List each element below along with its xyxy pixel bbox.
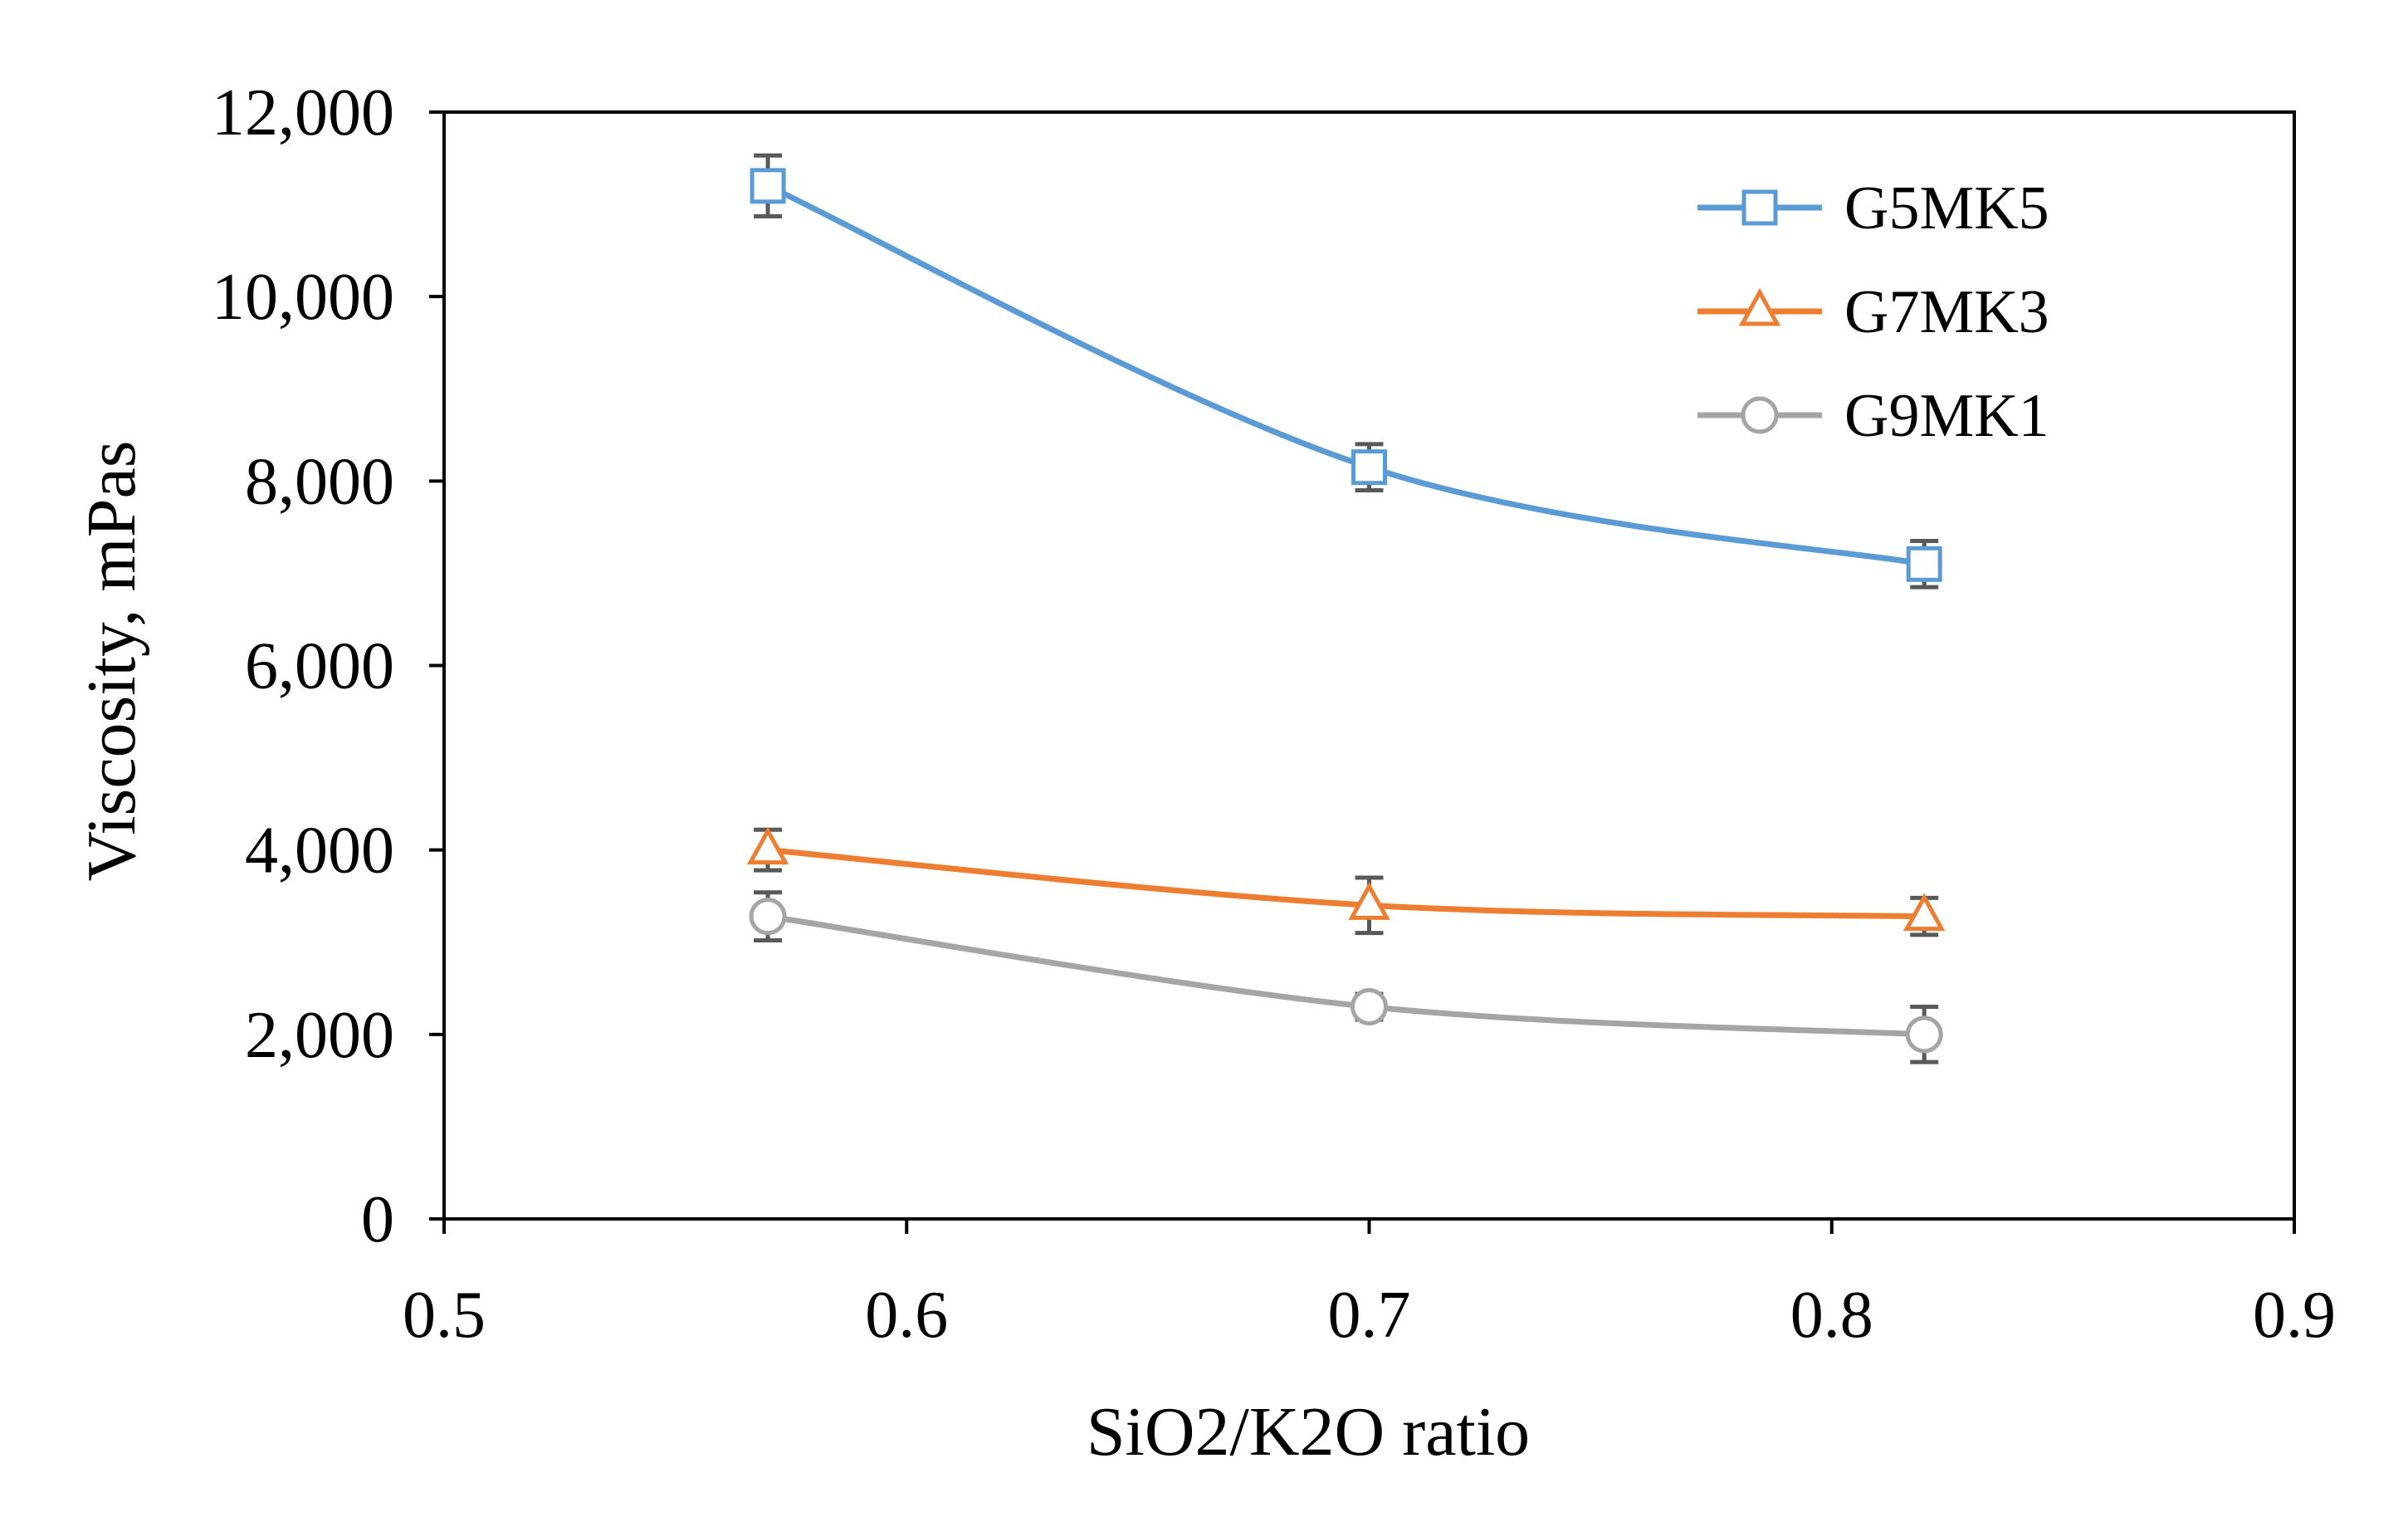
x-tick-label: 0.7 bbox=[1328, 1279, 1411, 1352]
legend-item-g7mk3: G7MK3 bbox=[1697, 278, 2049, 346]
y-tick-label: 0 bbox=[361, 1183, 394, 1256]
data-point-g9mk1 bbox=[1905, 1015, 1943, 1054]
y-tick-label: 2,000 bbox=[245, 999, 394, 1072]
series-g9mk1 bbox=[749, 890, 1943, 1064]
x-tick-label: 0.9 bbox=[2253, 1279, 2336, 1352]
legend-item-g5mk5: G5MK5 bbox=[1697, 174, 2049, 242]
y-tick-label: 8,000 bbox=[245, 445, 394, 518]
y-tick-label: 4,000 bbox=[245, 815, 394, 888]
series-line-g9mk1 bbox=[764, 913, 1927, 1038]
series-line-g5mk5 bbox=[764, 183, 1927, 567]
data-point-g7mk3 bbox=[746, 826, 789, 865]
axes: 0 2,000 4,000 6,000 8,000 10,000 12,000 0.5 0.6 0… bbox=[212, 76, 2336, 1352]
legend-marker-g5mk5 bbox=[1741, 189, 1778, 226]
x-axis-title: SiO2/K2O ratio bbox=[1087, 1393, 1530, 1471]
y-axis-title: Viscosity, mPas bbox=[73, 441, 150, 882]
x-tick-label: 0.6 bbox=[865, 1279, 948, 1352]
data-point-g9mk1 bbox=[1351, 988, 1388, 1026]
data-point-g9mk1 bbox=[749, 898, 787, 936]
series-line-g7mk3 bbox=[764, 847, 1927, 920]
legend-item-g9mk1: G9MK1 bbox=[1697, 382, 2049, 450]
legend-label-g5mk5: G5MK5 bbox=[1844, 174, 2049, 242]
series-area bbox=[746, 153, 1946, 1064]
y-tick-label: 10,000 bbox=[212, 261, 394, 334]
data-point-g7mk3 bbox=[1348, 882, 1390, 920]
legend: G5MK5 G7MK3 G9MK1 bbox=[1697, 174, 2049, 450]
series-g7mk3 bbox=[746, 826, 1946, 937]
y-tick-label: 12,000 bbox=[212, 76, 394, 149]
x-tick-label: 0.5 bbox=[403, 1279, 486, 1352]
legend-marker-g9mk1 bbox=[1741, 396, 1779, 434]
legend-label-g9mk1: G9MK1 bbox=[1844, 382, 2049, 450]
data-point-g7mk3 bbox=[1902, 893, 1946, 932]
legend-label-g7mk3: G7MK3 bbox=[1844, 278, 2049, 346]
data-point-g5mk5 bbox=[750, 168, 786, 204]
x-tick-label: 0.8 bbox=[1790, 1279, 1873, 1352]
data-point-g5mk5 bbox=[1906, 546, 1942, 582]
data-point-g5mk5 bbox=[1351, 449, 1387, 486]
series-g5mk5 bbox=[750, 153, 1942, 590]
legend-marker-g7mk3 bbox=[1738, 287, 1781, 326]
y-tick-label: 6,000 bbox=[245, 630, 394, 703]
